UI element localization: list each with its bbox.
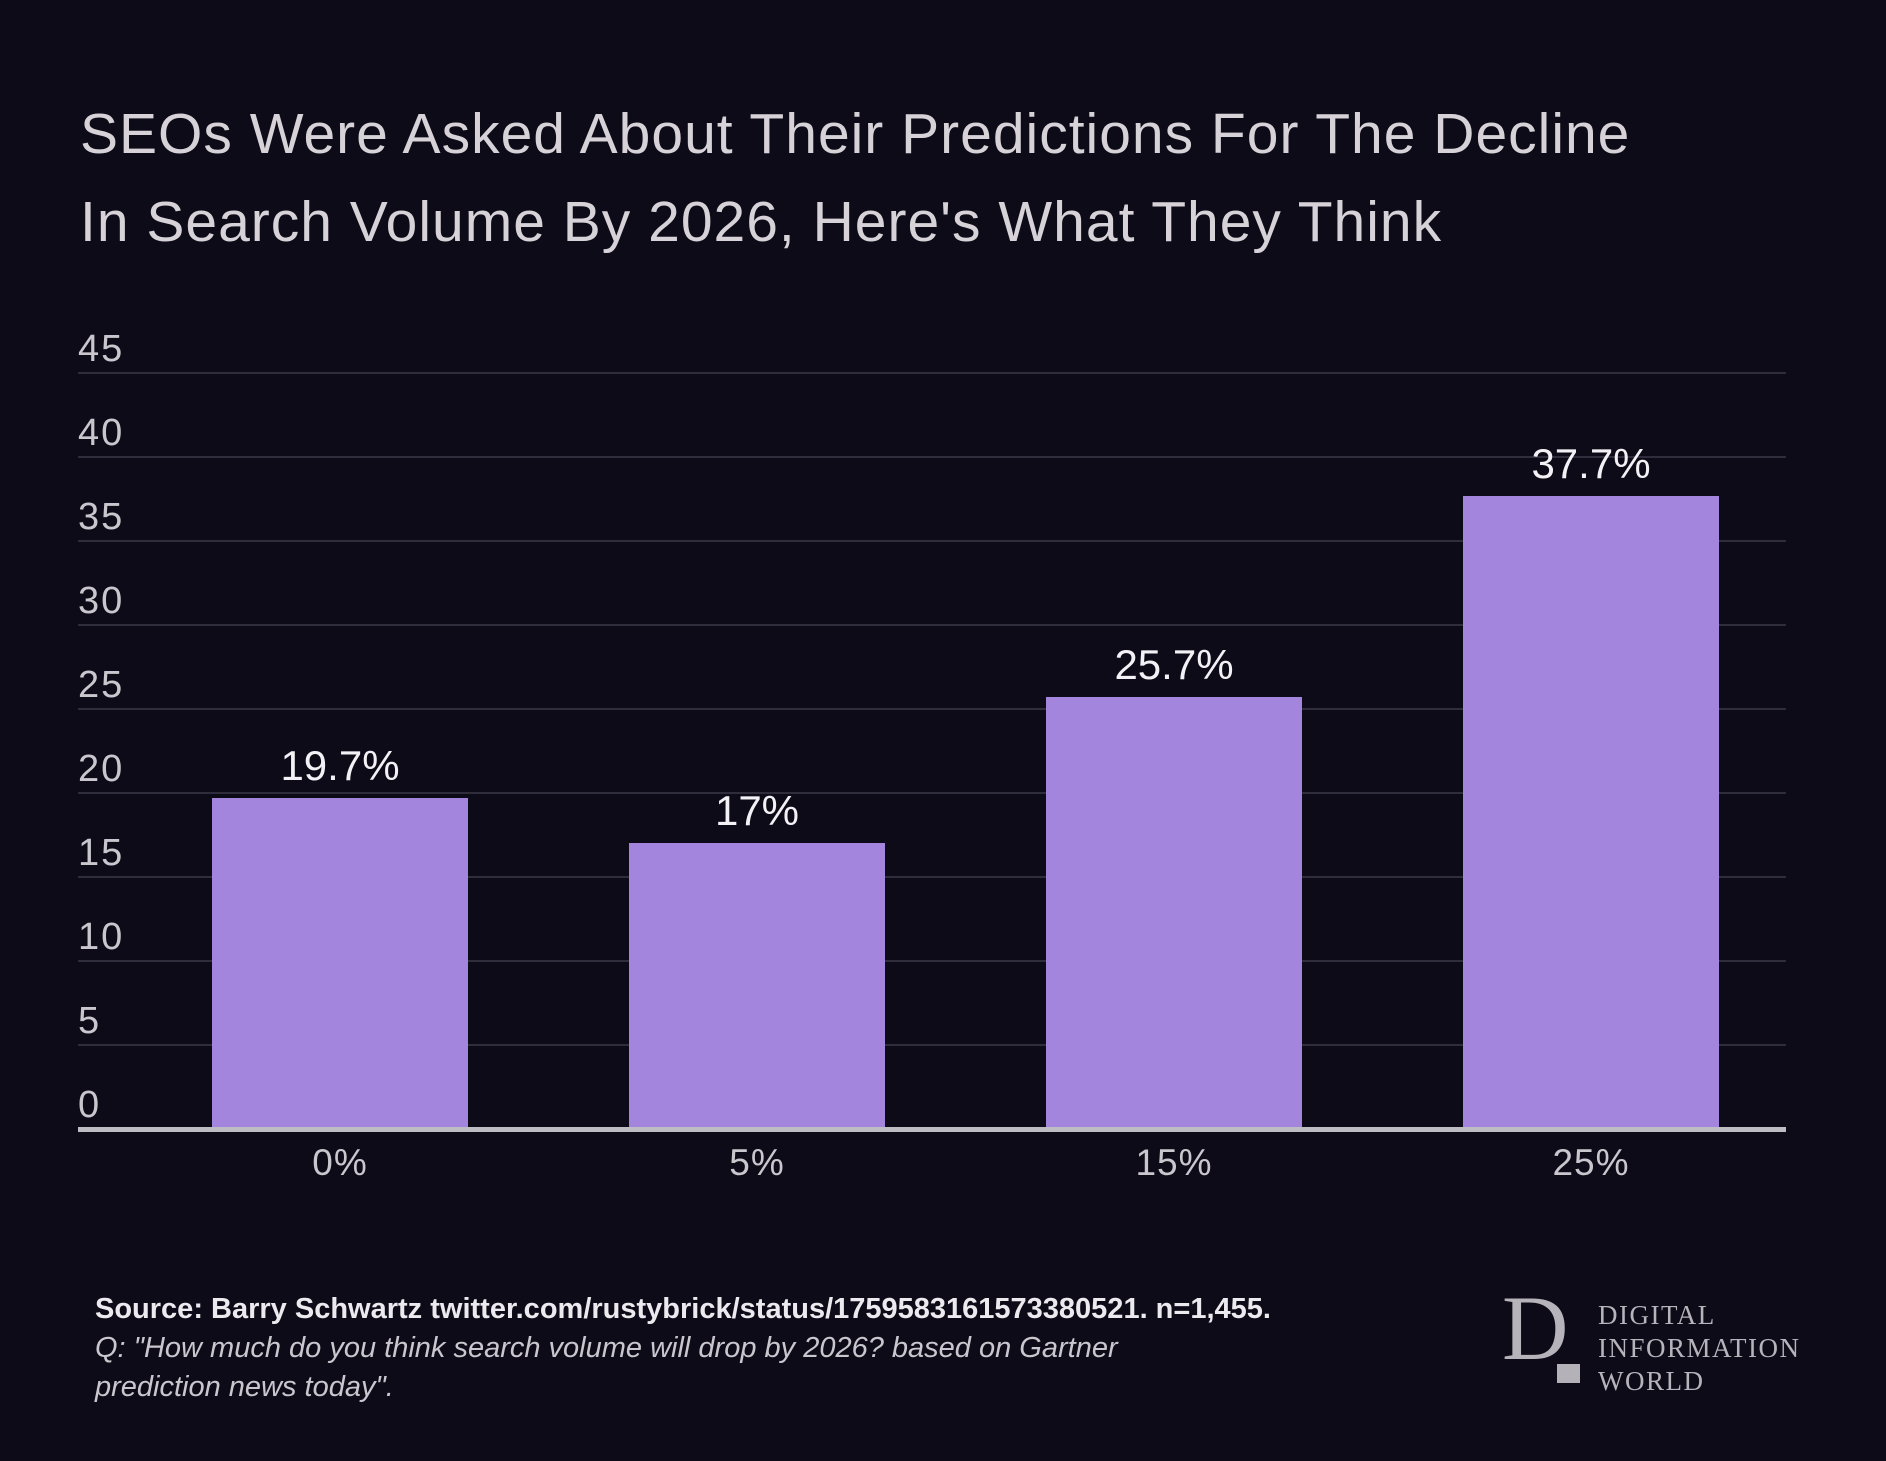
footer: Source: Barry Schwartz twitter.com/rusty… bbox=[95, 1290, 1271, 1407]
y-tick-label-20: 20 bbox=[78, 748, 125, 790]
logo-word-world: WORLD bbox=[1598, 1366, 1705, 1396]
gridline-20 bbox=[78, 792, 1786, 794]
bar-value-label-25%: 37.7% bbox=[1531, 439, 1651, 487]
x-tick-label-5%: 5% bbox=[729, 1142, 785, 1183]
gridline-35 bbox=[78, 540, 1786, 542]
logo-square-icon bbox=[1557, 1364, 1580, 1383]
x-tick-label-0%: 0% bbox=[312, 1142, 368, 1183]
logo-wordmark: DIGITAL INFORMATION WORLD bbox=[1598, 1299, 1801, 1398]
logo-word-digital: DIGITAL bbox=[1598, 1300, 1716, 1330]
logo-word-information: INFORMATION bbox=[1598, 1333, 1801, 1363]
chart-title-line2: In Search Volume By 2026, Here's What Th… bbox=[80, 190, 1443, 254]
chart-title-line1: SEOs Were Asked About Their Predictions … bbox=[80, 102, 1631, 166]
logo-monogram: D bbox=[1502, 1277, 1569, 1379]
y-tick-label-35: 35 bbox=[78, 496, 125, 538]
bar-25% bbox=[1463, 495, 1719, 1129]
gridline-5 bbox=[78, 1044, 1786, 1046]
source-line: Source: Barry Schwartz twitter.com/rusty… bbox=[95, 1293, 1271, 1325]
x-axis-line bbox=[78, 1127, 1786, 1132]
x-tick-label-25%: 25% bbox=[1552, 1142, 1630, 1183]
x-tick-label-15%: 15% bbox=[1135, 1142, 1213, 1183]
gridline-30 bbox=[78, 624, 1786, 626]
question-line1: Q: "How much do you think search volume … bbox=[95, 1332, 1118, 1364]
y-tick-label-45: 45 bbox=[78, 328, 125, 370]
gridline-10 bbox=[78, 960, 1786, 962]
bar-value-label-15%: 25.7% bbox=[1114, 641, 1234, 689]
y-tick-label-5: 5 bbox=[78, 1000, 102, 1042]
y-tick-label-10: 10 bbox=[78, 916, 125, 958]
bar-5% bbox=[629, 843, 885, 1129]
y-tick-label-0: 0 bbox=[78, 1084, 102, 1126]
chart-title: SEOs Were Asked About Their Predictions … bbox=[80, 90, 1630, 266]
bar-value-label-5%: 17% bbox=[714, 787, 800, 835]
question-line2: prediction news today". bbox=[95, 1371, 394, 1403]
y-tick-label-15: 15 bbox=[78, 832, 125, 874]
gridline-15 bbox=[78, 876, 1786, 878]
y-tick-label-30: 30 bbox=[78, 580, 125, 622]
y-tick-label-25: 25 bbox=[78, 664, 125, 706]
gridline-45 bbox=[78, 372, 1786, 374]
gridline-40 bbox=[78, 456, 1786, 458]
bar-0% bbox=[212, 798, 468, 1129]
gridline-25 bbox=[78, 708, 1786, 710]
bar-15% bbox=[1046, 697, 1302, 1129]
bar-value-label-0%: 19.7% bbox=[280, 742, 400, 790]
y-tick-label-40: 40 bbox=[78, 412, 125, 454]
